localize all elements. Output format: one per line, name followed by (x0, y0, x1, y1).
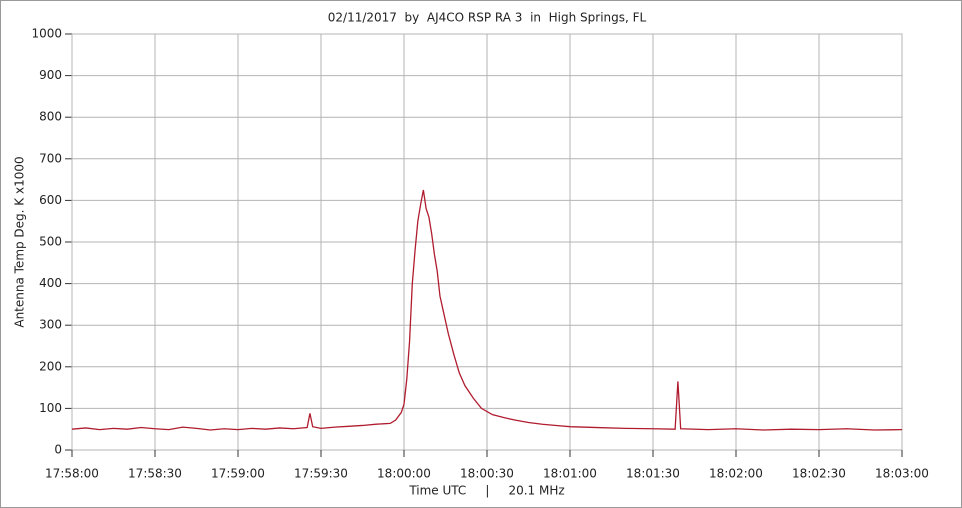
y-tick-label: 500 (39, 235, 62, 249)
y-tick-label: 1000 (31, 27, 62, 41)
y-tick-label: 600 (39, 193, 62, 207)
y-tick-label: 100 (39, 401, 62, 415)
x-tick-label: 17:59:30 (294, 467, 348, 481)
y-tick-label: 400 (39, 276, 62, 290)
x-tick-label: 17:58:00 (45, 467, 99, 481)
x-tick-label: 18:00:00 (377, 467, 431, 481)
x-axis-label: Time UTC | 20.1 MHz (408, 484, 564, 498)
x-tick-label: 17:58:30 (128, 467, 182, 481)
y-tick-label: 0 (54, 443, 62, 457)
chart-title: 02/11/2017 by AJ4CO RSP RA 3 in High Spr… (328, 11, 647, 25)
x-tick-label: 18:03:00 (875, 467, 929, 481)
y-tick-label: 200 (39, 359, 62, 373)
y-axis-label: Antenna Temp Deg. K x1000 (13, 156, 27, 327)
y-tick-label: 900 (39, 68, 62, 82)
x-tick-label: 18:01:30 (626, 467, 680, 481)
y-tick-label: 800 (39, 110, 62, 124)
x-tick-label: 18:01:00 (543, 467, 597, 481)
y-tick-label: 700 (39, 151, 62, 165)
x-tick-label: 17:59:00 (211, 467, 265, 481)
x-tick-label: 18:00:30 (460, 467, 514, 481)
x-tick-label: 18:02:00 (709, 467, 763, 481)
y-tick-label: 300 (39, 318, 62, 332)
data-line (71, 189, 903, 431)
x-tick-label: 18:02:30 (792, 467, 846, 481)
